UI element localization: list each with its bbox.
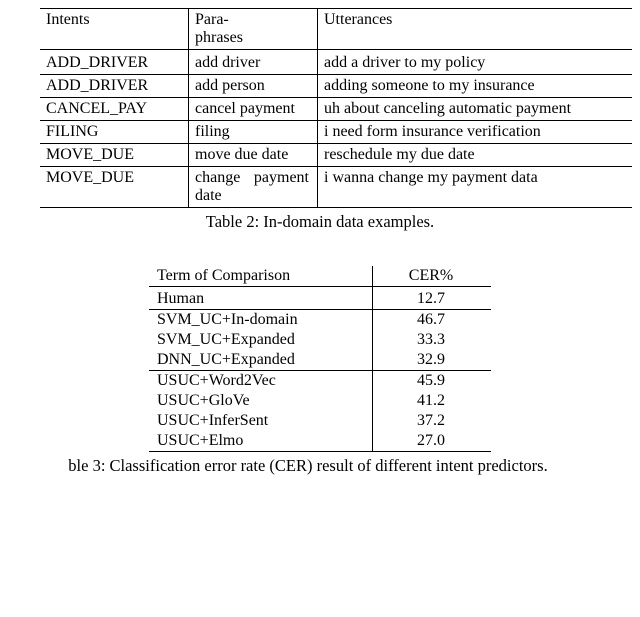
cell-utt: i wanna change my payment data [318, 166, 633, 207]
table-row: CANCEL_PAY cancel payment uh about cance… [40, 97, 632, 120]
col-intents: Intents [40, 9, 189, 50]
cell-utt: i need form insurance verification [318, 120, 633, 143]
table-row: MOVE_DUE move due date reschedule my due… [40, 143, 632, 166]
cell-intent: MOVE_DUE [40, 166, 189, 207]
col-paraphrases-l1: Para- [195, 11, 229, 28]
cell-utt: uh about canceling automatic payment [318, 97, 633, 120]
table-header-row: Term of Comparison CER% [149, 266, 491, 287]
cell-para: add person [189, 74, 318, 97]
cell-utt: reschedule my due date [318, 143, 633, 166]
table-row: USUC+GloVe 41.2 [149, 391, 491, 411]
cell-intent: ADD_DRIVER [40, 52, 189, 75]
table-row: ADD_DRIVER add driver add a driver to my… [40, 52, 632, 75]
cell-term: USUC+Elmo [149, 431, 373, 452]
cell-term: SVM_UC+Expanded [149, 330, 373, 350]
cell-cer: 12.7 [373, 289, 492, 310]
cell-para: change payment date [189, 166, 318, 207]
table-row: Human 12.7 [149, 289, 491, 310]
cell-para: move due date [189, 143, 318, 166]
cer-table: Term of Comparison CER% Human 12.7 SVM_U… [149, 266, 491, 452]
cell-intent: CANCEL_PAY [40, 97, 189, 120]
cell-cer: 37.2 [373, 411, 492, 431]
intents-table: Intents Para- phrases Utterances ADD_DRI… [40, 8, 632, 208]
col-utterances: Utterances [318, 9, 633, 50]
cell-term: DNN_UC+Expanded [149, 350, 373, 371]
col-paraphrases: Para- phrases [189, 9, 318, 50]
col-cer: CER% [373, 266, 492, 287]
table2-caption-clip: ble 3: Classification error rate (CER) r… [0, 456, 640, 476]
table-row: USUC+Word2Vec 45.9 [149, 370, 491, 391]
table-row: SVM_UC+In-domain 46.7 [149, 309, 491, 330]
cell-cer: 45.9 [373, 370, 492, 391]
cell-term: USUC+InferSent [149, 411, 373, 431]
table-row: FILING filing i need form insurance veri… [40, 120, 632, 143]
cell-term: SVM_UC+In-domain [149, 309, 373, 330]
table1-caption: Table 2: In-domain data examples. [0, 212, 640, 232]
table-row: SVM_UC+Expanded 33.3 [149, 330, 491, 350]
cell-utt: adding someone to my insurance [318, 74, 633, 97]
cell-utt: add a driver to my policy [318, 52, 633, 75]
cell-cer: 46.7 [373, 309, 492, 330]
cell-cer: 32.9 [373, 350, 492, 371]
col-term: Term of Comparison [149, 266, 373, 287]
table-header-row: Intents Para- phrases Utterances [40, 9, 632, 50]
cell-para: cancel payment [189, 97, 318, 120]
cell-term: USUC+Word2Vec [149, 370, 373, 391]
cell-intent: FILING [40, 120, 189, 143]
cell-term: Human [149, 289, 373, 310]
cell-cer: 27.0 [373, 431, 492, 452]
table-row: ADD_DRIVER add person adding someone to … [40, 74, 632, 97]
table-row: USUC+Elmo 27.0 [149, 431, 491, 452]
cell-intent: ADD_DRIVER [40, 74, 189, 97]
table-row: MOVE_DUE change payment date i wanna cha… [40, 166, 632, 207]
cell-para: add driver [189, 52, 318, 75]
table-row: DNN_UC+Expanded 32.9 [149, 350, 491, 371]
col-paraphrases-l2: phrases [195, 29, 243, 46]
cell-para: filing [189, 120, 318, 143]
cell-intent: MOVE_DUE [40, 143, 189, 166]
cell-term: USUC+GloVe [149, 391, 373, 411]
cell-cer: 41.2 [373, 391, 492, 411]
cell-cer: 33.3 [373, 330, 492, 350]
table2-caption: ble 3: Classification error rate (CER) r… [68, 456, 547, 476]
table-row: USUC+InferSent 37.2 [149, 411, 491, 431]
